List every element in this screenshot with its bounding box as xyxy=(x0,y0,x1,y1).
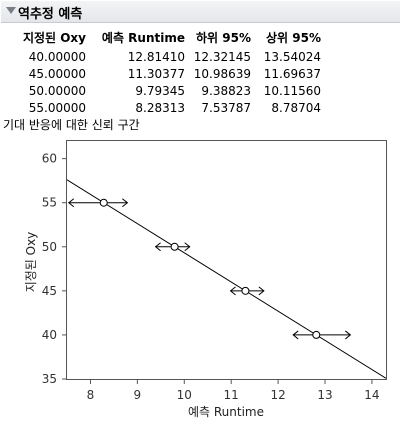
y-tick-label: 60 xyxy=(42,152,57,166)
x-tick-label: 10 xyxy=(177,388,192,402)
x-axis: 8 9 10 11 12 13 14 xyxy=(87,379,380,402)
x-axis-label: 예측 Runtime xyxy=(188,405,264,419)
table-row: 50.00000 9.79345 9.38823 10.11560 xyxy=(12,82,321,99)
fit-line-group xyxy=(67,179,386,379)
confidence-interval-caption: 기대 반응에 대한 신뢰 구간 xyxy=(3,118,140,132)
left-arrow-icon xyxy=(154,242,161,252)
left-arrow-icon xyxy=(292,330,299,340)
left-arrow-icon xyxy=(229,286,236,296)
prediction-point xyxy=(312,330,321,339)
prediction-point xyxy=(170,242,179,251)
cell-specified-oxy: 45.00000 xyxy=(28,66,86,81)
plot-frame[interactable] xyxy=(66,140,387,380)
right-arrow-icon xyxy=(345,330,352,340)
x-tick-label: 13 xyxy=(317,388,332,402)
y-axis-label: 지정된 Oxy xyxy=(24,232,38,293)
cell-upper-95: 10.11560 xyxy=(263,83,321,98)
y-tick-label: 35 xyxy=(42,372,57,386)
cell-lower-95: 7.53787 xyxy=(201,100,251,115)
disclosure-triangle-icon[interactable] xyxy=(6,7,16,14)
column-header-specified-oxy: 지정된 Oxy xyxy=(22,30,86,45)
cell-predicted-runtime: 11.30377 xyxy=(127,66,185,81)
prediction-marks xyxy=(67,198,352,340)
fit-line xyxy=(67,179,386,379)
cell-predicted-runtime: 8.28313 xyxy=(135,100,185,115)
table-header-row: 지정된 Oxy 예측 Runtime 하위 95% 상위 95% xyxy=(12,28,321,48)
prediction-point xyxy=(241,286,250,295)
cell-specified-oxy: 50.00000 xyxy=(28,83,86,98)
right-arrow-icon xyxy=(122,198,129,208)
y-tick-label: 40 xyxy=(42,328,57,342)
column-header-upper-95: 상위 95% xyxy=(266,30,321,45)
cell-predicted-runtime: 12.81410 xyxy=(127,49,185,64)
column-header-lower-95: 하위 95% xyxy=(196,30,251,45)
cell-lower-95: 9.38823 xyxy=(201,83,251,98)
right-arrow-icon xyxy=(184,242,191,252)
prediction-point xyxy=(99,198,108,207)
x-tick-label: 14 xyxy=(364,388,379,402)
table-row: 45.00000 11.30377 10.98639 11.69637 xyxy=(12,65,321,82)
right-arrow-icon xyxy=(258,286,265,296)
cell-upper-95: 11.69637 xyxy=(263,66,321,81)
cell-predicted-runtime: 9.79345 xyxy=(135,83,185,98)
cell-specified-oxy: 55.00000 xyxy=(28,100,86,115)
y-tick-label: 50 xyxy=(42,240,57,254)
x-tick-label: 12 xyxy=(270,388,285,402)
cell-upper-95: 8.78704 xyxy=(271,100,321,115)
report-title: 역추정 예측 xyxy=(18,7,83,22)
table-row: 40.00000 12.81410 12.32145 13.54024 xyxy=(12,48,321,65)
report-header[interactable]: 역추정 예측 xyxy=(1,1,400,23)
y-axis: 35 40 45 50 55 60 xyxy=(42,152,67,386)
cell-specified-oxy: 40.00000 xyxy=(28,49,86,64)
y-tick-label: 55 xyxy=(42,196,57,210)
x-tick-label: 11 xyxy=(224,388,239,402)
cell-lower-95: 12.32145 xyxy=(193,49,251,64)
y-tick-label: 45 xyxy=(42,284,57,298)
cell-upper-95: 13.54024 xyxy=(263,49,321,64)
x-tick-label: 8 xyxy=(87,388,95,402)
table-row: 55.00000 8.28313 7.53787 8.78704 xyxy=(12,99,321,116)
left-arrow-icon xyxy=(67,198,75,208)
inverse-prediction-table: 지정된 Oxy 예측 Runtime 하위 95% 상위 95% 40.0000… xyxy=(12,28,321,116)
x-tick-label: 9 xyxy=(134,388,142,402)
column-header-predicted-runtime: 예측 Runtime xyxy=(101,30,185,45)
cell-lower-95: 10.98639 xyxy=(193,66,251,81)
